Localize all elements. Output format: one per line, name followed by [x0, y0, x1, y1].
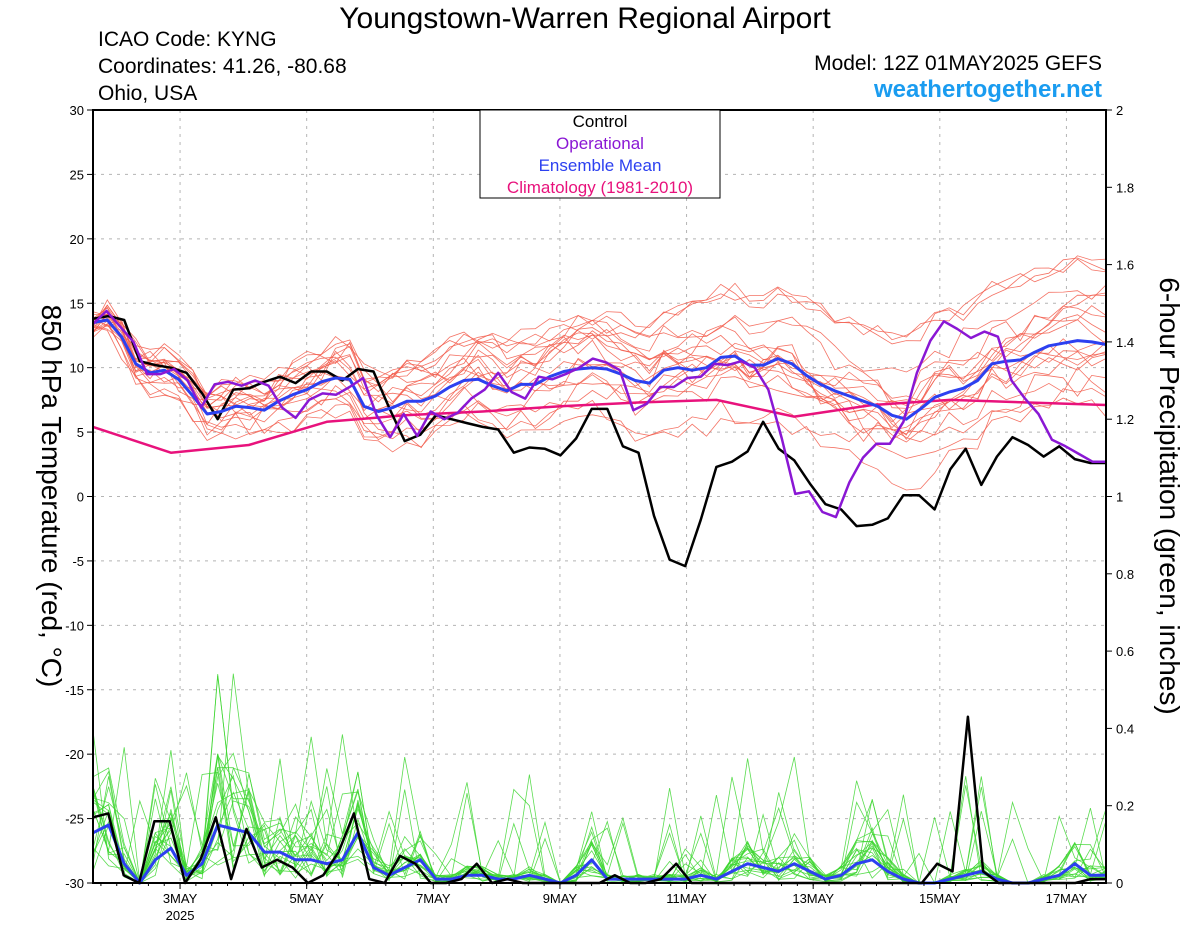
- y-tick-label-right: 0.4: [1116, 721, 1134, 736]
- control-temp-line: [92, 314, 1106, 568]
- x-tick-label: 5MAY: [289, 891, 324, 906]
- member-temp-line: [92, 258, 1107, 414]
- y-tick-label-right: 0: [1116, 876, 1123, 891]
- y-tick-label-left: 5: [77, 425, 84, 440]
- mean-temp-line: [92, 318, 1107, 421]
- y-tick-label-right: 1.2: [1116, 412, 1134, 427]
- y-tick-label-right: 0.6: [1116, 644, 1134, 659]
- member-temp-line: [92, 299, 1107, 402]
- legend-entry: Climatology (1981-2010): [507, 178, 693, 197]
- x-tick-label: 17MAY: [1046, 891, 1088, 906]
- x-tick-label: 7MAY: [416, 891, 451, 906]
- x-tick-label: 13MAY: [792, 891, 834, 906]
- ensemble-members: [92, 255, 1107, 885]
- axis-ticks: 302520151050-5-10-15-20-25-3021.81.61.41…: [65, 103, 1134, 923]
- y-tick-label-right: 1: [1116, 490, 1123, 505]
- region: Ohio, USA: [98, 82, 198, 105]
- y-tick-label-left: 20: [70, 232, 84, 247]
- y-tick-label-left: -10: [65, 618, 84, 633]
- y-tick-label-right: 0.8: [1116, 567, 1134, 582]
- y-axis-label-right: 6-hour Precipitation (green, inches): [1154, 277, 1185, 714]
- member-temp-line: [92, 313, 1107, 431]
- legend-entry: Ensemble Mean: [539, 156, 662, 175]
- y-tick-label-left: 15: [70, 296, 84, 311]
- coordinates: Coordinates: 41.26, -80.68: [98, 55, 347, 78]
- y-tick-label-left: 30: [70, 103, 84, 118]
- y-axis-label-left: 850 hPa Temperature (red, °C): [36, 305, 67, 688]
- y-tick-label-right: 0.2: [1116, 799, 1134, 814]
- model-run: Model: 12Z 01MAY2025 GEFS: [814, 52, 1102, 75]
- member-temp-line: [92, 323, 1107, 443]
- legend-entry: Control: [573, 112, 628, 131]
- x-tick-sublabel: 2025: [166, 908, 195, 923]
- x-tick-label: 3MAY: [163, 891, 198, 906]
- y-tick-label-right: 2: [1116, 103, 1123, 118]
- legend-box: [479, 109, 721, 199]
- x-tick-label: 9MAY: [543, 891, 578, 906]
- x-tick-label: 11MAY: [666, 891, 707, 906]
- climatology-line: [92, 398, 1107, 454]
- y-tick-label-right: 1.6: [1116, 258, 1134, 273]
- member-temp-line: [92, 255, 1107, 396]
- operational-temp-line: [92, 309, 1106, 519]
- legend-entry: Operational: [556, 134, 644, 153]
- y-tick-label-left: 25: [70, 167, 84, 182]
- member-precip-line: [92, 767, 1107, 885]
- member-temp-line: [92, 304, 1107, 435]
- y-tick-label-left: -20: [65, 747, 84, 762]
- y-tick-label-right: 1.4: [1116, 335, 1134, 350]
- member-temp-line: [92, 317, 1107, 412]
- member-temp-line: [92, 292, 1107, 440]
- x-tick-label: 15MAY: [919, 891, 961, 906]
- member-temp-line: [92, 325, 1107, 442]
- legend: Control Operational Ensemble Mean Climatolo…: [479, 109, 721, 199]
- y-tick-label-left: 0: [77, 490, 84, 505]
- chart-title: Youngstown-Warren Regional Airport: [339, 2, 831, 35]
- y-tick-label-left: -25: [65, 812, 84, 827]
- y-tick-label-left: 10: [70, 361, 84, 376]
- y-tick-label-right: 1.8: [1116, 180, 1134, 195]
- y-tick-label-left: -15: [65, 683, 84, 698]
- website-link[interactable]: weathertogether.net: [873, 76, 1102, 103]
- y-tick-label-left: -30: [65, 876, 84, 891]
- member-temp-line: [92, 313, 1107, 441]
- y-tick-label-left: -5: [72, 554, 84, 569]
- member-temp-line: [92, 257, 1107, 403]
- member-temp-line: [92, 284, 1107, 414]
- icao-code: ICAO Code: KYNG: [98, 28, 277, 51]
